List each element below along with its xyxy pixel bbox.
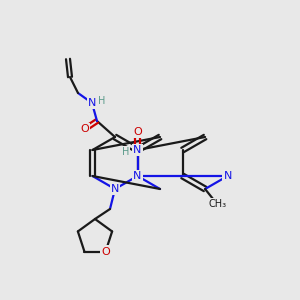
Text: O: O <box>133 127 142 137</box>
Text: O: O <box>101 247 110 256</box>
Text: N: N <box>133 171 142 181</box>
Text: N: N <box>224 171 232 181</box>
Text: H: H <box>122 147 129 157</box>
Text: N: N <box>111 184 119 194</box>
Text: N: N <box>88 98 96 108</box>
Text: CH₃: CH₃ <box>208 199 226 209</box>
Text: O: O <box>81 124 89 134</box>
Text: N: N <box>133 145 142 155</box>
Text: H: H <box>98 96 106 106</box>
